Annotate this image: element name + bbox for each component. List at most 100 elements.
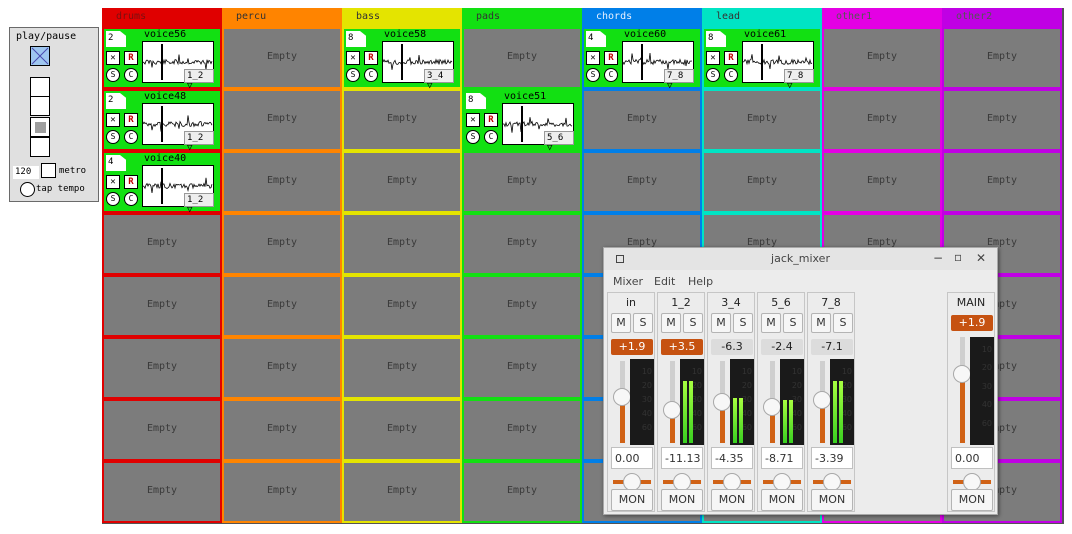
clip-voice48[interactable]: 2 voice48 ✕ R S C 1_2 ▽ xyxy=(102,89,222,153)
clip-output-select[interactable]: 3_4 ▽ xyxy=(424,69,454,91)
clip-clear-button[interactable]: C xyxy=(604,68,618,82)
clip-output-select[interactable]: 5_6 ▽ xyxy=(544,131,574,153)
clip-clear-button[interactable]: C xyxy=(724,68,738,82)
empty-slot[interactable]: Empty xyxy=(222,275,342,337)
empty-slot[interactable]: Empty xyxy=(462,275,582,337)
clip-solo-button[interactable]: S xyxy=(106,192,120,206)
volume-fader-knob[interactable] xyxy=(663,401,681,419)
empty-slot[interactable]: Empty xyxy=(462,399,582,461)
clip-cross-toggle[interactable]: ✕ xyxy=(106,175,120,189)
volume-field[interactable]: -4.35 xyxy=(711,447,753,469)
empty-slot[interactable]: Empty xyxy=(102,213,222,275)
empty-slot[interactable]: Empty xyxy=(222,27,342,89)
empty-slot[interactable]: Empty xyxy=(582,151,702,213)
empty-slot[interactable]: Empty xyxy=(462,213,582,275)
volume-field[interactable]: -11.13 xyxy=(661,447,703,469)
tap-tempo-button[interactable] xyxy=(20,182,35,197)
clip-cross-toggle[interactable]: ✕ xyxy=(466,113,480,127)
menu-edit[interactable]: Edit xyxy=(654,275,676,288)
empty-slot[interactable]: Empty xyxy=(102,275,222,337)
clip-output-select[interactable]: 7_8 ▽ xyxy=(664,69,694,91)
clip-voice40[interactable]: 4 voice40 ✕ R S C 1_2 ▽ xyxy=(102,151,222,215)
clip-record-button[interactable]: R xyxy=(124,113,138,127)
monitor-button[interactable]: MON xyxy=(611,489,653,511)
clip-solo-button[interactable]: S xyxy=(466,130,480,144)
empty-slot[interactable]: Empty xyxy=(342,275,462,337)
volume-fader-track[interactable] xyxy=(960,337,965,443)
empty-slot[interactable]: Empty xyxy=(342,151,462,213)
empty-slot[interactable]: Empty xyxy=(222,337,342,399)
volume-fader-knob[interactable] xyxy=(813,391,831,409)
clip-voice60[interactable]: 4 voice60 ✕ R S C 7_8 ▽ xyxy=(582,27,702,91)
volume-field[interactable]: -3.39 xyxy=(811,447,853,469)
empty-slot[interactable]: Empty xyxy=(822,151,942,213)
monitor-button[interactable]: MON xyxy=(951,489,993,511)
volume-fader-knob[interactable] xyxy=(763,398,781,416)
volume-fader-knob[interactable] xyxy=(613,388,631,406)
clip-record-button[interactable]: R xyxy=(484,113,498,127)
menu-mixer[interactable]: Mixer xyxy=(613,275,644,288)
empty-slot[interactable]: Empty xyxy=(462,151,582,213)
clip-solo-button[interactable]: S xyxy=(586,68,600,82)
clip-record-button[interactable]: R xyxy=(124,175,138,189)
empty-slot[interactable]: Empty xyxy=(222,151,342,213)
clip-solo-button[interactable]: S xyxy=(706,68,720,82)
clip-clear-button[interactable]: C xyxy=(124,68,138,82)
maximize-icon[interactable]: ▫ xyxy=(954,250,963,264)
clip-record-button[interactable]: R xyxy=(364,51,378,65)
clip-clear-button[interactable]: C xyxy=(364,68,378,82)
mixer-titlebar[interactable]: jack_mixer − ▫ ✕ xyxy=(604,248,997,270)
clip-cross-toggle[interactable]: ✕ xyxy=(106,51,120,65)
empty-slot[interactable]: Empty xyxy=(342,89,462,151)
empty-slot[interactable]: Empty xyxy=(222,399,342,461)
volume-fader-knob[interactable] xyxy=(713,393,731,411)
empty-slot[interactable]: Empty xyxy=(462,27,582,89)
monitor-button[interactable]: MON xyxy=(661,489,703,511)
clip-solo-button[interactable]: S xyxy=(106,68,120,82)
empty-slot[interactable]: Empty xyxy=(102,461,222,523)
monitor-button[interactable]: MON xyxy=(761,489,803,511)
volume-fader-knob[interactable] xyxy=(953,365,971,383)
clip-voice51[interactable]: 8 voice51 ✕ R S C 5_6 ▽ xyxy=(462,89,582,153)
volume-field[interactable]: -8.71 xyxy=(761,447,803,469)
mute-button[interactable]: M xyxy=(611,313,631,333)
menu-help[interactable]: Help xyxy=(688,275,714,288)
clip-voice58[interactable]: 8 voice58 ✕ R S C 3_4 ▽ xyxy=(342,27,462,91)
solo-button[interactable]: S xyxy=(733,313,753,333)
empty-slot[interactable]: Empty xyxy=(942,89,1062,151)
clip-output-select[interactable]: 1_2 ▽ xyxy=(184,69,214,91)
monitor-button[interactable]: MON xyxy=(811,489,853,511)
empty-slot[interactable]: Empty xyxy=(702,151,822,213)
volume-field[interactable]: 0.00 xyxy=(951,447,993,469)
mute-button[interactable]: M xyxy=(711,313,731,333)
clip-voice61[interactable]: 8 voice61 ✕ R S C 7_8 ▽ xyxy=(702,27,822,91)
empty-slot[interactable]: Empty xyxy=(822,27,942,89)
mute-button[interactable]: M xyxy=(761,313,781,333)
clip-clear-button[interactable]: C xyxy=(124,192,138,206)
clip-record-button[interactable]: R xyxy=(124,51,138,65)
empty-slot[interactable]: Empty xyxy=(222,461,342,523)
empty-slot[interactable]: Empty xyxy=(702,89,822,151)
clip-voice56[interactable]: 2 voice56 ✕ R S C 1_2 ▽ xyxy=(102,27,222,91)
play-pause-toggle[interactable] xyxy=(30,46,50,66)
empty-slot[interactable]: Empty xyxy=(102,399,222,461)
clip-output-select[interactable]: 7_8 ▽ xyxy=(784,69,814,91)
close-icon[interactable]: ✕ xyxy=(976,251,987,265)
empty-slot[interactable]: Empty xyxy=(342,213,462,275)
metro-toggle[interactable] xyxy=(41,163,56,178)
clip-cross-toggle[interactable]: ✕ xyxy=(346,51,360,65)
solo-button[interactable]: S xyxy=(833,313,853,333)
monitor-button[interactable]: MON xyxy=(711,489,753,511)
clip-solo-button[interactable]: S xyxy=(346,68,360,82)
clip-cross-toggle[interactable]: ✕ xyxy=(106,113,120,127)
empty-slot[interactable]: Empty xyxy=(462,337,582,399)
empty-slot[interactable]: Empty xyxy=(342,461,462,523)
clip-cross-toggle[interactable]: ✕ xyxy=(706,51,720,65)
solo-button[interactable]: S xyxy=(783,313,803,333)
empty-slot[interactable]: Empty xyxy=(942,27,1062,89)
clip-cross-toggle[interactable]: ✕ xyxy=(586,51,600,65)
empty-slot[interactable]: Empty xyxy=(342,399,462,461)
clip-record-button[interactable]: R xyxy=(724,51,738,65)
empty-slot[interactable]: Empty xyxy=(342,337,462,399)
clip-record-button[interactable]: R xyxy=(604,51,618,65)
